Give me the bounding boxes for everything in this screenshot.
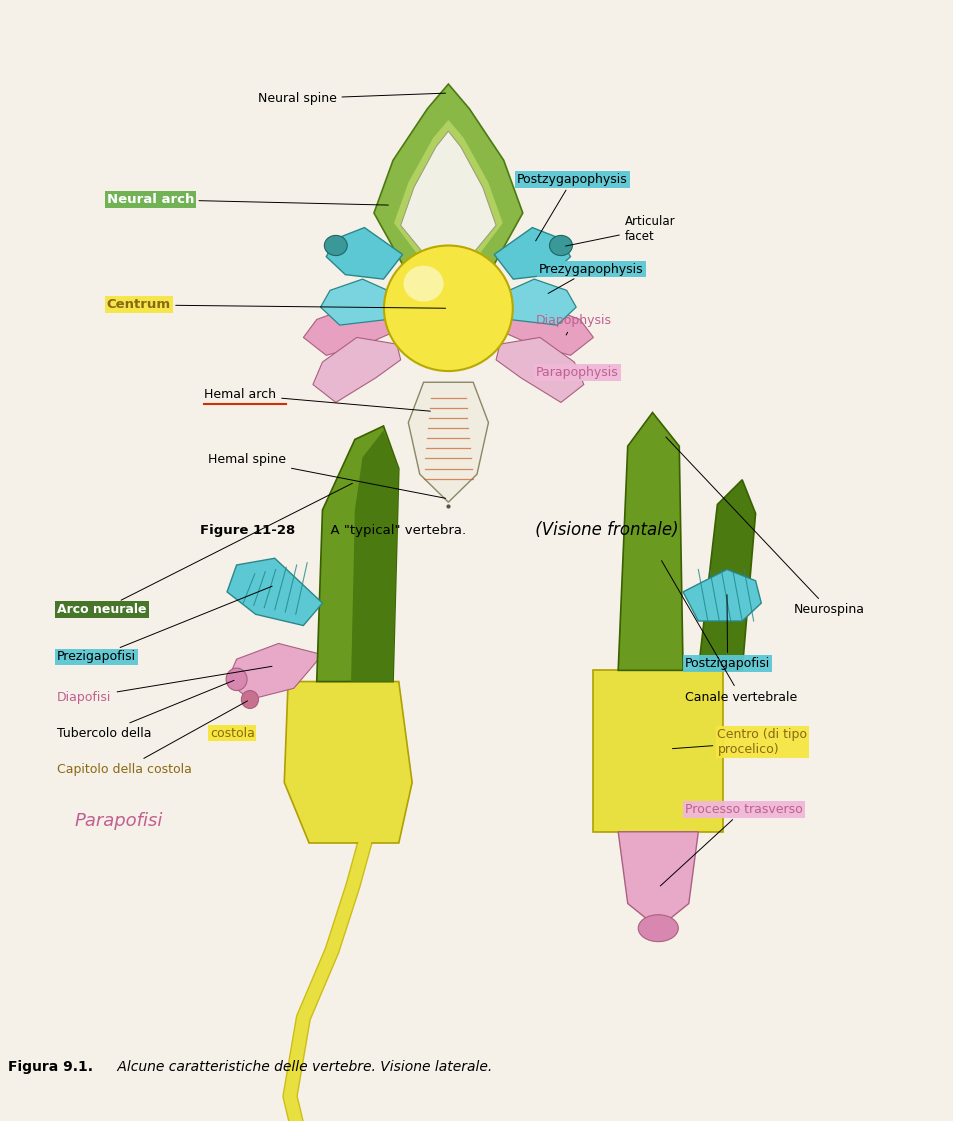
Polygon shape xyxy=(682,569,760,621)
Polygon shape xyxy=(400,131,496,263)
Text: Hemal spine: Hemal spine xyxy=(208,453,445,499)
Text: Tubercolo della: Tubercolo della xyxy=(57,680,233,740)
Polygon shape xyxy=(408,382,488,502)
Text: Arco neurale: Arco neurale xyxy=(57,483,352,617)
Polygon shape xyxy=(227,643,322,700)
Text: Figure 11-28: Figure 11-28 xyxy=(200,524,295,537)
Ellipse shape xyxy=(324,235,347,256)
Polygon shape xyxy=(394,120,502,270)
Ellipse shape xyxy=(226,668,247,691)
Text: Alcune caratteristiche delle vertebre. Visione laterale.: Alcune caratteristiche delle vertebre. V… xyxy=(112,1060,492,1074)
Polygon shape xyxy=(593,670,722,832)
Polygon shape xyxy=(316,426,398,682)
Text: (Visione frontale): (Visione frontale) xyxy=(530,521,679,539)
Text: Capitolo della costola: Capitolo della costola xyxy=(57,701,247,776)
Text: costola: costola xyxy=(210,726,254,740)
Ellipse shape xyxy=(241,691,258,708)
Text: Parapofisi: Parapofisi xyxy=(74,812,163,830)
Polygon shape xyxy=(313,337,400,402)
Text: Prezygapophysis: Prezygapophysis xyxy=(538,262,643,294)
Polygon shape xyxy=(351,430,398,682)
Polygon shape xyxy=(618,413,682,670)
Text: Neurospina: Neurospina xyxy=(665,437,863,617)
Text: Postzigapofisi: Postzigapofisi xyxy=(684,594,769,670)
Polygon shape xyxy=(374,84,522,297)
Ellipse shape xyxy=(549,235,572,256)
Text: Neural spine: Neural spine xyxy=(257,92,445,105)
Text: A "typical" vertebra.: A "typical" vertebra. xyxy=(322,524,466,537)
Polygon shape xyxy=(227,558,322,626)
Polygon shape xyxy=(496,337,583,402)
Text: Figura 9.1.: Figura 9.1. xyxy=(8,1060,92,1074)
Text: Articular
facet: Articular facet xyxy=(565,215,675,247)
Polygon shape xyxy=(499,302,593,355)
Polygon shape xyxy=(320,279,402,325)
Text: Parapophysis: Parapophysis xyxy=(536,365,618,379)
Ellipse shape xyxy=(638,915,678,942)
Text: Prezigapofisi: Prezigapofisi xyxy=(57,586,272,664)
Polygon shape xyxy=(494,228,570,279)
Polygon shape xyxy=(303,302,396,355)
Polygon shape xyxy=(698,480,755,670)
Polygon shape xyxy=(618,832,698,928)
Text: Centrum: Centrum xyxy=(107,298,445,312)
Text: Hemal arch: Hemal arch xyxy=(204,388,430,411)
Polygon shape xyxy=(326,228,402,279)
Text: Centro (di tipo
procelico): Centro (di tipo procelico) xyxy=(672,729,806,756)
Text: Neural arch: Neural arch xyxy=(107,193,388,206)
Text: Canale vertebrale: Canale vertebrale xyxy=(660,560,797,704)
Polygon shape xyxy=(494,279,576,325)
Text: Diapofisi: Diapofisi xyxy=(57,666,272,704)
Ellipse shape xyxy=(403,266,443,302)
Polygon shape xyxy=(284,682,412,843)
Ellipse shape xyxy=(383,245,513,371)
Text: Processo trasverso: Processo trasverso xyxy=(659,803,801,886)
Text: Diapophysis: Diapophysis xyxy=(536,314,612,335)
Text: Postzygapophysis: Postzygapophysis xyxy=(517,173,627,241)
